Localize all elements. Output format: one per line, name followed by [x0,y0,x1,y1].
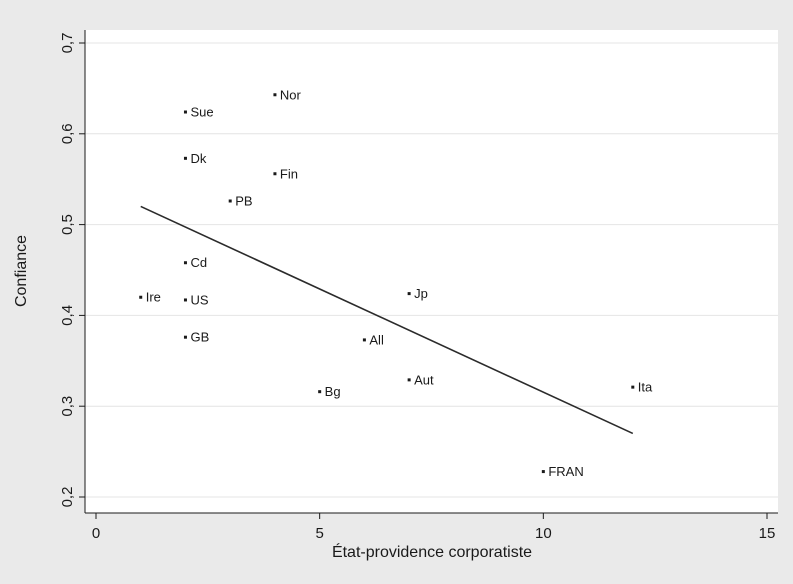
data-point [183,156,187,160]
data-point [228,199,232,203]
axes: 0,2 0,3 0,4 0,5 0,6 0,7 0 5 10 15 [59,30,778,542]
data-point [631,385,635,389]
data-point-label: Ita [638,380,653,395]
data-point [139,295,143,299]
data-point [407,292,411,296]
data-point [183,110,187,114]
data-point-label: Aut [414,372,434,387]
data-point [541,470,545,474]
data-point-label: Jp [414,286,428,301]
data-point-label: All [369,332,384,347]
fit-line-group [140,205,634,435]
data-point-label: Nor [280,87,302,102]
data-point-label: Bg [325,384,341,399]
y-tick-label: 0,7 [59,33,76,54]
data-point-label: PB [235,193,252,208]
grid-lines [85,42,778,498]
x-tick-label: 0 [92,525,100,542]
data-point-label: FRAN [548,464,583,479]
data-point [273,93,277,97]
data-point [318,390,322,394]
data-point [362,338,366,342]
data-points: Nor Sue Dk Fin PB Cd Ire US GB Jp All Aut Bg Ita FRAN [139,87,653,479]
y-tick-label: 0,6 [59,123,76,144]
y-tick-label: 0,4 [59,305,76,326]
x-axis-title: État-providence corporatiste [332,542,532,561]
data-point [183,335,187,339]
data-point [183,298,187,302]
data-point-label: Fin [280,166,298,181]
regression-line [140,205,634,435]
data-point-label: GB [190,330,209,345]
data-point [407,378,411,382]
data-point-label: Ire [146,290,161,305]
x-tick-label: 10 [535,525,552,542]
data-point-label: Dk [190,151,206,166]
y-tick-label: 0,3 [59,396,76,417]
x-tick-label: 15 [759,525,776,542]
y-tick-label: 0,2 [59,487,76,508]
plot-area [85,30,778,513]
y-tick-label: 0,5 [59,214,76,235]
data-point [183,261,187,265]
x-tick-label: 5 [315,525,323,542]
data-point [273,172,277,176]
data-point-label: Cd [190,255,207,270]
y-axis-title: Confiance [13,235,30,307]
data-point-label: US [190,292,208,307]
data-point-label: Sue [190,105,213,120]
